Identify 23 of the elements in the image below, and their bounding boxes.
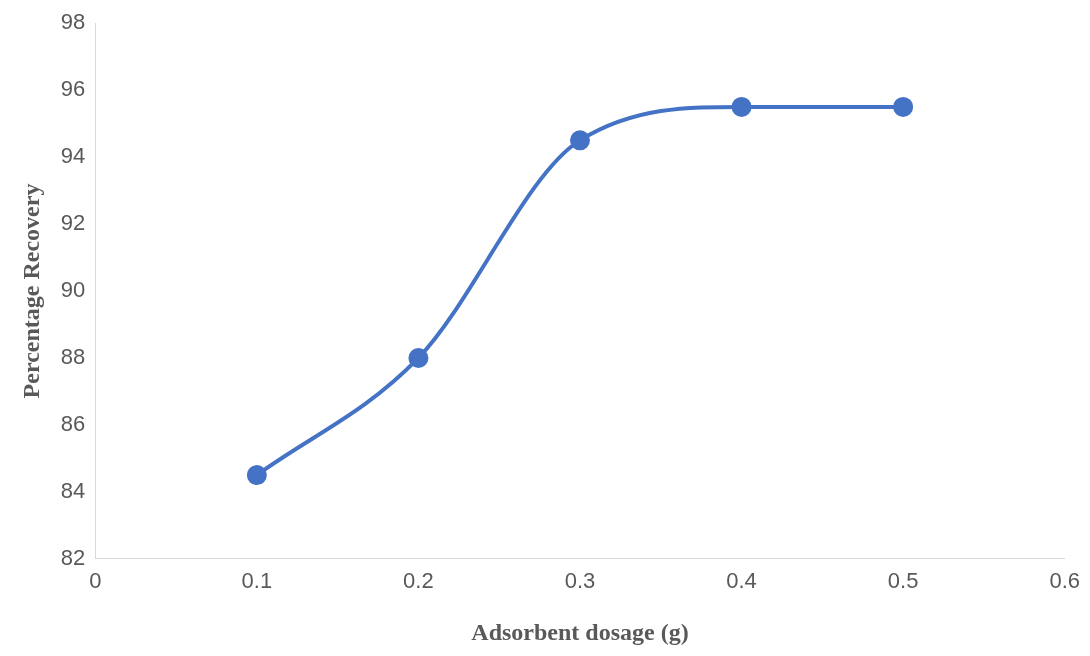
y-tick-label: 86 xyxy=(60,410,86,436)
y-axis-title: Percentage Recovery xyxy=(17,183,44,399)
x-tick-label: 0.6 xyxy=(1049,568,1081,594)
y-tick-label: 94 xyxy=(60,143,86,169)
point xyxy=(569,130,590,151)
x-tick-label: 0.5 xyxy=(887,568,919,594)
x-tick-label: 0.4 xyxy=(726,568,757,594)
point xyxy=(246,465,267,486)
y-tick-label: 84 xyxy=(60,477,86,503)
y-tick-label: 82 xyxy=(60,544,86,570)
y-tick-label: 92 xyxy=(60,210,86,236)
y-tick-label: 88 xyxy=(60,344,86,370)
x-tick-label: 0.1 xyxy=(241,568,273,594)
x-tick-label: 0 xyxy=(89,568,102,594)
y-tick-label: 98 xyxy=(60,9,86,35)
y-tick-label: 96 xyxy=(60,76,86,102)
point xyxy=(408,347,429,368)
x-tick-label: 0.2 xyxy=(403,568,434,594)
x-axis-title: Adsorbent dosage (g) xyxy=(471,618,689,645)
point xyxy=(731,96,752,117)
y-tick-label: 90 xyxy=(60,277,86,303)
point xyxy=(893,96,914,117)
x-tick-label: 0.3 xyxy=(564,568,596,594)
